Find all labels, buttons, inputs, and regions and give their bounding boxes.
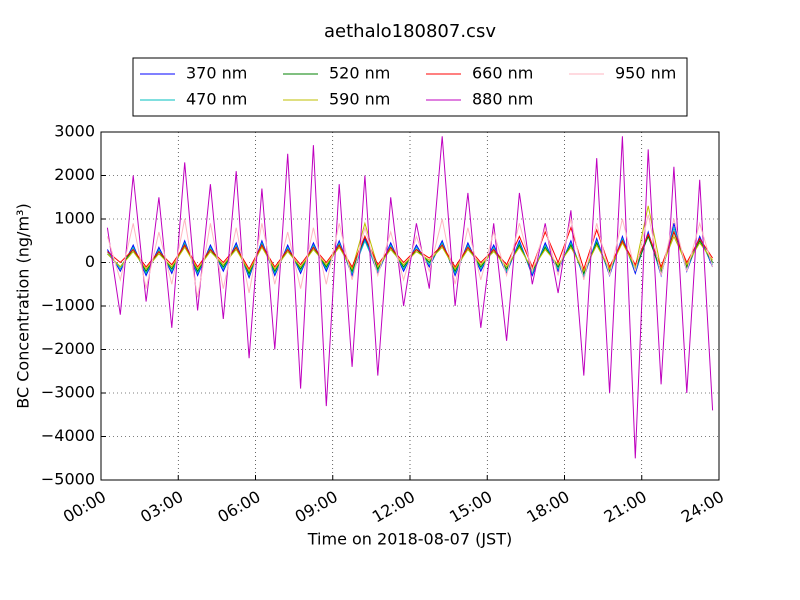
data-line xyxy=(107,226,714,271)
x-tick-label: 24:00 xyxy=(678,487,727,527)
x-tick-label: 12:00 xyxy=(369,487,418,527)
legend-label: 470 nm xyxy=(186,90,247,109)
data-line xyxy=(106,214,714,298)
y-tick-label: −5000 xyxy=(41,470,95,489)
x-tick-label: 18:00 xyxy=(523,487,572,527)
y-tick-label: 2000 xyxy=(54,165,95,184)
legend-label: 370 nm xyxy=(186,64,247,83)
legend-label: 590 nm xyxy=(329,90,390,109)
x-tick-label: 03:00 xyxy=(137,487,186,527)
x-tick-label: 09:00 xyxy=(292,487,341,527)
y-tick-label: −1000 xyxy=(41,296,95,315)
y-tick-label: −3000 xyxy=(41,383,95,402)
y-axis-label: BC Concentration (ng/m³) xyxy=(14,203,33,408)
x-tick-label: 00:00 xyxy=(60,487,109,527)
legend-label: 520 nm xyxy=(329,64,390,83)
y-tick-label: 1000 xyxy=(54,209,95,228)
x-tick-label: 21:00 xyxy=(601,487,650,527)
plot-frame xyxy=(100,131,720,481)
legend-label: 950 nm xyxy=(615,64,676,83)
x-tick-label: 06:00 xyxy=(214,487,263,527)
x-tick-label: 15:00 xyxy=(446,487,495,527)
legend-label: 880 nm xyxy=(472,90,533,109)
y-tick-label: 3000 xyxy=(54,122,95,141)
y-tick-label: −4000 xyxy=(41,426,95,445)
data-line xyxy=(106,136,714,459)
x-axis-label: Time on 2018-08-07 (JST) xyxy=(307,530,512,549)
chart-title: aethalo180807.csv xyxy=(324,21,496,42)
y-tick-label: −2000 xyxy=(41,339,95,358)
y-tick-label: 0 xyxy=(85,252,95,271)
legend-label: 660 nm xyxy=(472,64,533,83)
legend-box xyxy=(132,57,688,117)
